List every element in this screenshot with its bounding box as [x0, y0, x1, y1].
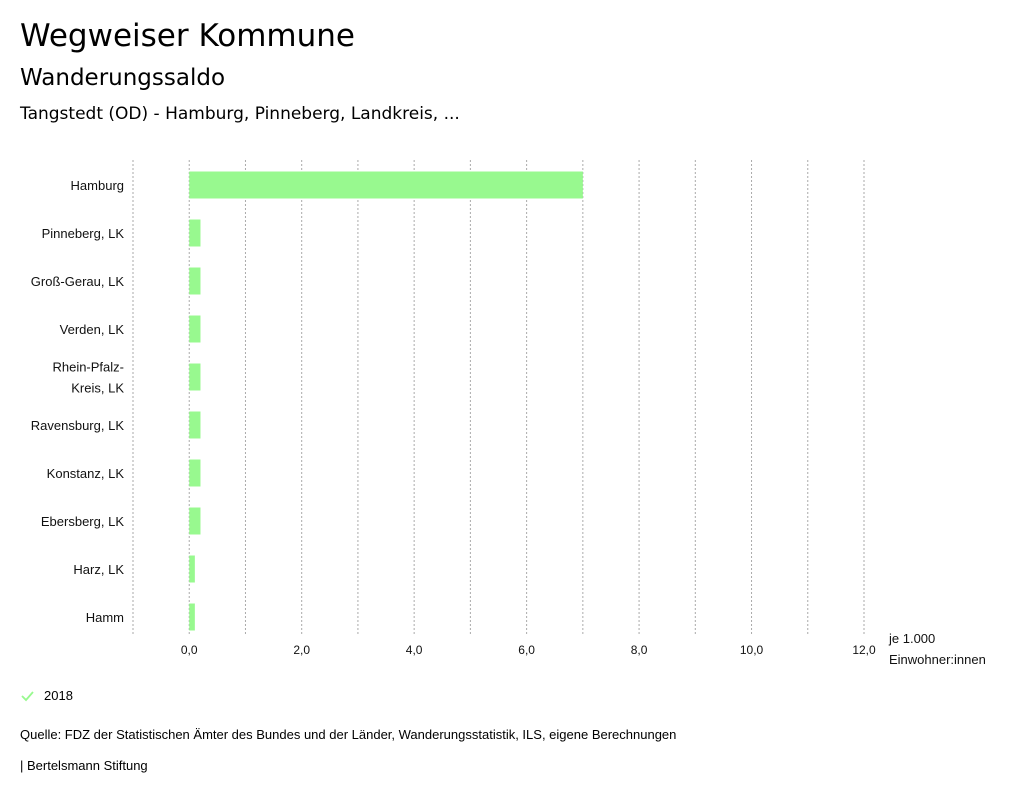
x-tick-label: 2,0	[293, 643, 310, 657]
category-label: Harz, LK	[73, 562, 124, 577]
category-label: Ravensburg, LK	[31, 418, 125, 433]
category-label: Groß-Gerau, LK	[31, 274, 125, 289]
category-label: Ebersberg, LK	[41, 514, 124, 529]
x-axis-unit-label: je 1.000 Einwohner:innen	[888, 631, 986, 667]
x-tick-label: 8,0	[631, 643, 648, 657]
category-label: Verden, LK	[60, 322, 125, 337]
category-label: Hamm	[86, 610, 124, 625]
source-note: Quelle: FDZ der Statistischen Ämter des …	[20, 727, 677, 742]
x-tick-label: 10,0	[740, 643, 764, 657]
legend-label: 2018	[44, 688, 73, 703]
x-tick-label: 4,0	[406, 643, 423, 657]
x-tick-label: 0,0	[181, 643, 198, 657]
category-label: Konstanz, LK	[47, 466, 125, 481]
region-label: Tangstedt (OD) - Hamburg, Pinneberg, Lan…	[20, 104, 460, 124]
bar	[189, 411, 201, 439]
bar	[189, 363, 201, 391]
bar	[189, 507, 201, 535]
category-label: Hamburg	[71, 178, 124, 193]
x-tick-label: 6,0	[518, 643, 535, 657]
x-tick-label: 12,0	[852, 643, 876, 657]
chart-subtitle: Wanderungssaldo	[20, 65, 226, 91]
publisher-note: | Bertelsmann Stiftung	[20, 758, 148, 773]
bar-chart: Hamburg Pinneberg, LK Groß-Gerau, LK Verden…	[31, 160, 986, 667]
bar	[189, 459, 201, 487]
bar	[189, 267, 201, 295]
check-icon	[21, 690, 34, 701]
chart-title: Wegweiser Kommune	[20, 18, 355, 54]
bar	[189, 171, 583, 199]
category-label: Pinneberg, LK	[42, 226, 125, 241]
bar	[189, 315, 201, 343]
bar	[189, 219, 201, 247]
category-label: Rhein-Pfalz-Kreis, LK	[52, 360, 124, 396]
bar	[189, 603, 195, 631]
legend-item-2018[interactable]: 2018	[20, 688, 73, 703]
bar	[189, 555, 195, 583]
